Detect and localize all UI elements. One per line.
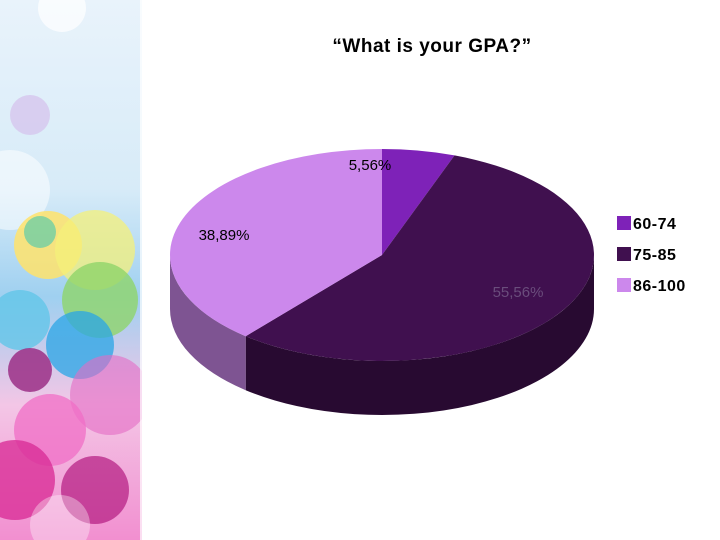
chart-title: “What is your GPA?” bbox=[332, 36, 531, 57]
legend-label-60-74: 60-74 bbox=[633, 216, 676, 233]
pie-slices bbox=[169, 149, 594, 361]
pie-side-86-100 bbox=[170, 255, 246, 391]
data-label-75-85: 55,56% bbox=[493, 284, 544, 301]
legend-swatch-86-100 bbox=[617, 278, 631, 292]
legend-swatch-60-74 bbox=[617, 216, 631, 230]
pie-slice-86-100 bbox=[169, 149, 382, 337]
legend-label-86-100: 86-100 bbox=[633, 278, 686, 295]
legend-swatch-75-85 bbox=[617, 247, 631, 261]
decorative-bubbles-panel bbox=[0, 0, 142, 540]
pie-slice-75-85 bbox=[245, 155, 594, 361]
pie-side-75-85 bbox=[245, 255, 594, 415]
chart-legend: 60-74 75-85 86-100 bbox=[617, 216, 686, 295]
legend-label-75-85: 75-85 bbox=[633, 247, 676, 264]
pie-slice-60-74 bbox=[382, 149, 455, 255]
data-label-60-74: 5,56% bbox=[349, 157, 392, 174]
pie-sides bbox=[170, 255, 594, 415]
data-label-86-100: 38,89% bbox=[199, 227, 250, 244]
pie-data-labels: 5,56% 55,56% 38,89% bbox=[199, 157, 544, 301]
